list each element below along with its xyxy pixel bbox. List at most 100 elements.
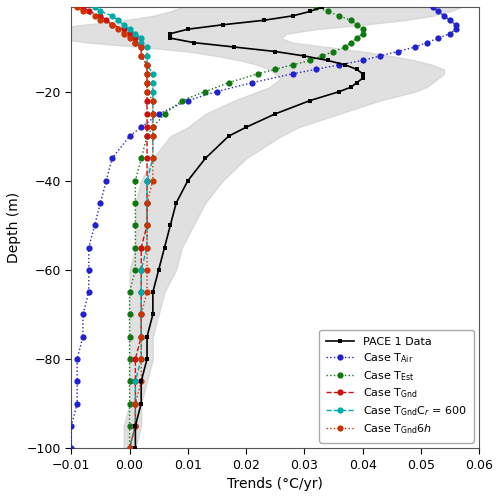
Case T$_{\mathregular{Est}}$ xyxy=(307,57,313,63)
Case T$_{\mathregular{Est}}$ xyxy=(126,423,132,429)
X-axis label: Trends (°C/yr): Trends (°C/yr) xyxy=(228,477,323,491)
Line: Case T$_{\mathregular{Gnd}}$6$h$: Case T$_{\mathregular{Gnd}}$6$h$ xyxy=(74,4,156,451)
PACE 1 Data xyxy=(132,445,138,451)
Case T$_{\mathregular{Est}}$ xyxy=(354,35,360,41)
Case T$_{\mathregular{Gnd}}$6$h$ xyxy=(138,53,144,59)
Case T$_{\mathregular{Est}}$ xyxy=(132,200,138,206)
Case T$_{\mathregular{Gnd}}$ xyxy=(120,26,126,32)
Case T$_{\mathregular{Est}}$ xyxy=(272,66,278,72)
Case T$_{\mathregular{Est}}$ xyxy=(126,400,132,406)
Case T$_{\mathregular{Gnd}}$6$h$ xyxy=(144,89,150,95)
Case T$_{\mathregular{Gnd}}$C$_r$ = 600 xyxy=(126,445,132,451)
Case T$_{\mathregular{Gnd}}$ xyxy=(144,71,150,77)
Case T$_{\mathregular{Gnd}}$6$h$ xyxy=(150,133,156,139)
Case T$_{\mathregular{Gnd}}$6$h$ xyxy=(138,311,144,317)
Case T$_{\mathregular{Gnd}}$C$_r$ = 600 xyxy=(150,155,156,161)
Case T$_{\mathregular{Est}}$ xyxy=(132,267,138,273)
Case T$_{\mathregular{Gnd}}$C$_r$ = 600 xyxy=(92,4,98,10)
Case T$_{\mathregular{Gnd}}$6$h$ xyxy=(150,178,156,184)
Case T$_{\mathregular{Gnd}}$ xyxy=(144,80,150,86)
Case T$_{\mathregular{Gnd}}$6$h$ xyxy=(126,35,132,41)
PACE 1 Data xyxy=(243,124,249,130)
Case T$_{\mathregular{Air}}$ xyxy=(377,53,383,59)
Case T$_{\mathregular{Gnd}}$C$_r$ = 600 xyxy=(150,80,156,86)
Case T$_{\mathregular{Gnd}}$C$_r$ = 600 xyxy=(150,111,156,117)
Case T$_{\mathregular{Gnd}}$ xyxy=(144,155,150,161)
Case T$_{\mathregular{Gnd}}$6$h$ xyxy=(80,8,86,14)
Case T$_{\mathregular{Gnd}}$C$_r$ = 600 xyxy=(132,31,138,37)
Case T$_{\mathregular{Gnd}}$6$h$ xyxy=(120,31,126,37)
Case T$_{\mathregular{Est}}$ xyxy=(126,378,132,384)
Case T$_{\mathregular{Gnd}}$C$_r$ = 600 xyxy=(120,22,126,28)
PACE 1 Data xyxy=(360,71,366,77)
Case T$_{\mathregular{Air}}$ xyxy=(249,80,255,86)
Case T$_{\mathregular{Gnd}}$6$h$ xyxy=(144,222,150,228)
Y-axis label: Depth (m): Depth (m) xyxy=(7,192,21,263)
Case T$_{\mathregular{Gnd}}$ xyxy=(138,44,144,50)
Case T$_{\mathregular{Air}}$ xyxy=(74,400,80,406)
Case T$_{\mathregular{Gnd}}$C$_r$ = 600 xyxy=(98,8,103,14)
Case T$_{\mathregular{Air}}$ xyxy=(74,378,80,384)
Case T$_{\mathregular{Gnd}}$C$_r$ = 600 xyxy=(150,89,156,95)
Case T$_{\mathregular{Gnd}}$ xyxy=(138,311,144,317)
Case T$_{\mathregular{Gnd}}$ xyxy=(138,267,144,273)
PACE 1 Data xyxy=(202,155,208,161)
Case T$_{\mathregular{Gnd}}$ xyxy=(132,356,138,362)
Case T$_{\mathregular{Gnd}}$ xyxy=(103,17,109,23)
Case T$_{\mathregular{Air}}$ xyxy=(394,48,400,54)
PACE 1 Data xyxy=(272,111,278,117)
Case T$_{\mathregular{Air}}$ xyxy=(92,222,98,228)
Case T$_{\mathregular{Gnd}}$ xyxy=(138,334,144,340)
Case T$_{\mathregular{Gnd}}$C$_r$ = 600 xyxy=(109,13,115,19)
Case T$_{\mathregular{Est}}$ xyxy=(132,222,138,228)
PACE 1 Data xyxy=(168,35,173,41)
Case T$_{\mathregular{Air}}$ xyxy=(290,71,296,77)
Case T$_{\mathregular{Gnd}}$6$h$ xyxy=(150,124,156,130)
Case T$_{\mathregular{Gnd}}$ xyxy=(144,62,150,68)
PACE 1 Data xyxy=(162,245,168,250)
Case T$_{\mathregular{Gnd}}$ xyxy=(144,222,150,228)
Case T$_{\mathregular{Gnd}}$6$h$ xyxy=(150,98,156,104)
Case T$_{\mathregular{Air}}$ xyxy=(86,289,92,295)
Case T$_{\mathregular{Gnd}}$ xyxy=(144,98,150,104)
Case T$_{\mathregular{Gnd}}$6$h$ xyxy=(138,334,144,340)
Case T$_{\mathregular{Gnd}}$6$h$ xyxy=(144,267,150,273)
Case T$_{\mathregular{Gnd}}$C$_r$ = 600 xyxy=(144,53,150,59)
PACE 1 Data xyxy=(138,378,144,384)
Case T$_{\mathregular{Gnd}}$ xyxy=(138,53,144,59)
Case T$_{\mathregular{Gnd}}$ xyxy=(132,400,138,406)
Line: Case T$_{\mathregular{Gnd}}$C$_r$ = 600: Case T$_{\mathregular{Gnd}}$C$_r$ = 600 xyxy=(92,4,156,451)
Case T$_{\mathregular{Gnd}}$6$h$ xyxy=(144,80,150,86)
Case T$_{\mathregular{Est}}$ xyxy=(330,48,336,54)
Case T$_{\mathregular{Gnd}}$6$h$ xyxy=(144,200,150,206)
PACE 1 Data xyxy=(319,4,325,10)
Case T$_{\mathregular{Gnd}}$6$h$ xyxy=(144,71,150,77)
Case T$_{\mathregular{Gnd}}$ xyxy=(132,40,138,46)
Case T$_{\mathregular{Air}}$ xyxy=(360,57,366,63)
Case T$_{\mathregular{Air}}$ xyxy=(156,111,162,117)
Line: Case T$_{\mathregular{Air}}$: Case T$_{\mathregular{Air}}$ xyxy=(68,4,459,451)
Case T$_{\mathregular{Est}}$ xyxy=(348,17,354,23)
Line: Case T$_{\mathregular{Est}}$: Case T$_{\mathregular{Est}}$ xyxy=(126,4,366,451)
Case T$_{\mathregular{Gnd}}$C$_r$ = 600 xyxy=(126,26,132,32)
Case T$_{\mathregular{Gnd}}$C$_r$ = 600 xyxy=(144,200,150,206)
Case T$_{\mathregular{Gnd}}$6$h$ xyxy=(150,155,156,161)
Case T$_{\mathregular{Est}}$ xyxy=(126,289,132,295)
PACE 1 Data xyxy=(342,62,348,68)
Case T$_{\mathregular{Air}}$ xyxy=(98,200,103,206)
Case T$_{\mathregular{Gnd}}$C$_r$ = 600 xyxy=(144,178,150,184)
Case T$_{\mathregular{Gnd}}$6$h$ xyxy=(138,378,144,384)
Case T$_{\mathregular{Air}}$ xyxy=(313,66,319,72)
Case T$_{\mathregular{Gnd}}$C$_r$ = 600 xyxy=(150,124,156,130)
PACE 1 Data xyxy=(156,267,162,273)
PACE 1 Data xyxy=(144,334,150,340)
Case T$_{\mathregular{Est}}$ xyxy=(150,124,156,130)
Case T$_{\mathregular{Gnd}}$ xyxy=(144,133,150,139)
Case T$_{\mathregular{Gnd}}$C$_r$ = 600 xyxy=(144,44,150,50)
Case T$_{\mathregular{Gnd}}$6$h$ xyxy=(150,111,156,117)
Case T$_{\mathregular{Gnd}}$ xyxy=(144,200,150,206)
PACE 1 Data xyxy=(220,22,226,28)
PACE 1 Data xyxy=(185,26,191,32)
Case T$_{\mathregular{Gnd}}$C$_r$ = 600 xyxy=(132,378,138,384)
Case T$_{\mathregular{Air}}$ xyxy=(86,245,92,250)
